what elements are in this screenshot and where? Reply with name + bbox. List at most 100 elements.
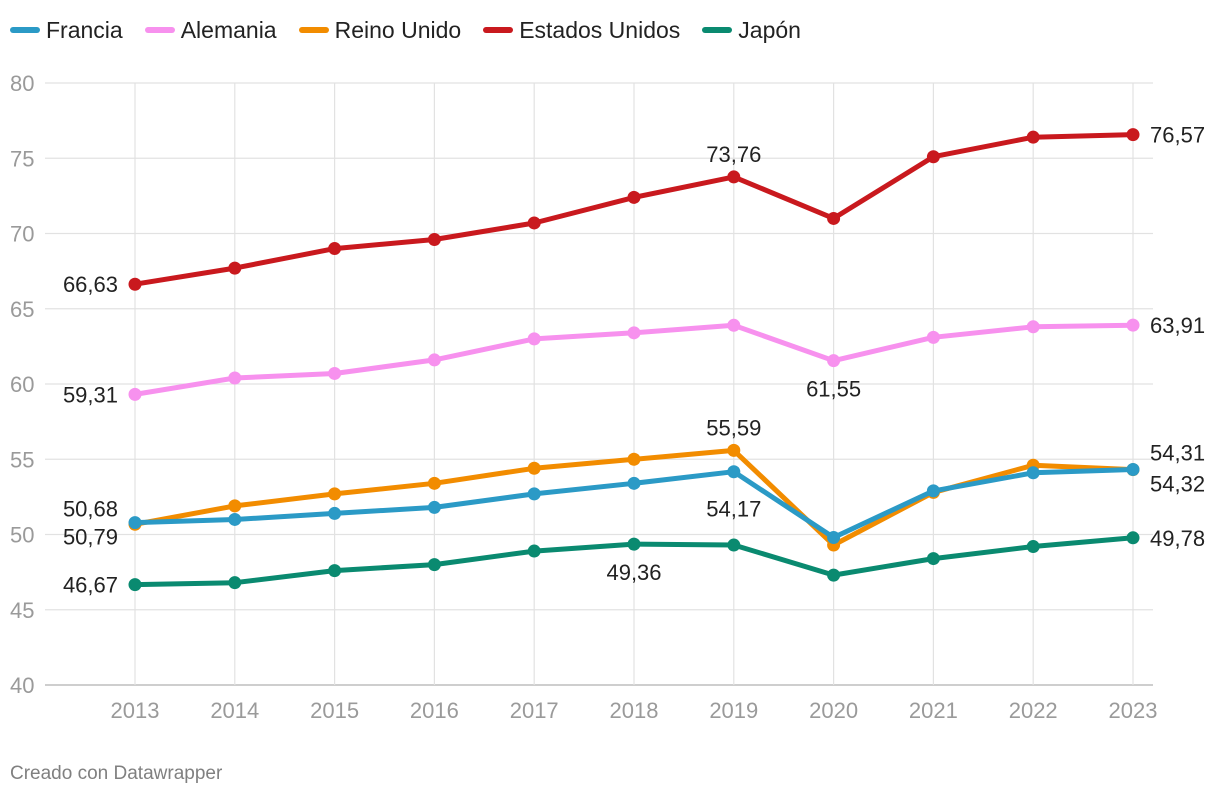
data-point xyxy=(328,366,342,380)
x-tick-label: 2016 xyxy=(410,698,459,723)
y-axis: 40 45 50 55 60 65 70 75 80 xyxy=(10,71,34,698)
data-point xyxy=(627,326,641,340)
legend-label: Japón xyxy=(738,16,801,43)
data-label: 49,78 xyxy=(1150,526,1205,551)
x-axis: 2013 2014 2015 2016 2017 2018 2019 2020 2021 2022… xyxy=(111,698,1158,723)
data-point xyxy=(727,538,741,552)
data-point xyxy=(228,499,242,513)
x-tick-label: 2015 xyxy=(310,698,359,723)
data-point xyxy=(328,564,342,578)
data-label: 54,31 xyxy=(1150,441,1205,466)
y-tick-label: 45 xyxy=(10,598,34,623)
data-point xyxy=(128,578,142,592)
data-point xyxy=(427,558,441,572)
data-point xyxy=(427,476,441,490)
data-label: 49,36 xyxy=(606,560,661,585)
data-point xyxy=(1126,128,1140,142)
data-label: 66,63 xyxy=(63,272,118,297)
legend-swatch xyxy=(483,27,514,33)
data-point xyxy=(926,484,940,498)
data-point xyxy=(527,487,541,501)
x-tick-label: 2021 xyxy=(909,698,958,723)
x-tick-label: 2019 xyxy=(709,698,758,723)
data-point xyxy=(228,576,242,590)
data-label: 54,17 xyxy=(706,497,761,522)
data-point xyxy=(1026,540,1040,554)
data-point xyxy=(627,452,641,466)
data-point xyxy=(527,332,541,346)
data-point xyxy=(427,233,441,247)
data-point xyxy=(1126,318,1140,332)
data-point xyxy=(1026,320,1040,334)
legend-label: Francia xyxy=(46,16,123,43)
data-point xyxy=(627,537,641,551)
footer-credit: Creado con Datawrapper xyxy=(10,763,223,784)
data-point xyxy=(328,242,342,256)
data-point xyxy=(727,443,741,457)
legend-swatch xyxy=(702,27,733,33)
legend-item: Alemania xyxy=(144,16,277,44)
data-point xyxy=(926,330,940,344)
x-tick-label: 2023 xyxy=(1109,698,1158,723)
legend-item: Francia xyxy=(10,17,123,44)
data-point xyxy=(827,211,841,225)
data-point xyxy=(727,318,741,332)
y-tick-label: 65 xyxy=(10,297,34,322)
grid-lines xyxy=(45,82,1153,686)
data-point xyxy=(228,261,242,275)
data-point xyxy=(627,476,641,490)
chart-legend: Francia Alemania Reino Unido Estados Unidos… xyxy=(10,14,823,46)
y-tick-label: 40 xyxy=(10,673,34,698)
data-point xyxy=(926,150,940,164)
x-tick-label: 2017 xyxy=(510,698,559,723)
x-tick-label: 2013 xyxy=(111,698,160,723)
x-tick-label: 2018 xyxy=(610,698,659,723)
y-tick-label: 80 xyxy=(10,71,34,96)
data-point xyxy=(1026,130,1040,144)
legend-label: Alemania xyxy=(180,16,277,43)
y-tick-label: 50 xyxy=(10,523,34,548)
y-tick-label: 55 xyxy=(10,447,34,472)
data-point xyxy=(1026,466,1040,480)
data-label: 59,31 xyxy=(63,382,118,407)
data-point xyxy=(427,500,441,514)
data-point xyxy=(727,465,741,479)
y-tick-label: 60 xyxy=(10,372,34,397)
y-tick-label: 70 xyxy=(10,222,34,247)
data-point xyxy=(427,353,441,367)
data-point xyxy=(228,512,242,526)
legend-label: Estados Unidos xyxy=(519,16,681,43)
data-point xyxy=(128,387,142,401)
data-point xyxy=(527,544,541,558)
data-point xyxy=(1126,462,1140,476)
x-tick-label: 2022 xyxy=(1009,698,1058,723)
data-label: 55,59 xyxy=(706,415,761,440)
x-tick-label: 2020 xyxy=(809,698,858,723)
data-point xyxy=(1126,531,1140,545)
data-point xyxy=(827,568,841,582)
data-label: 63,91 xyxy=(1150,313,1205,338)
legend-swatch xyxy=(144,27,175,33)
data-point xyxy=(827,531,841,545)
data-point xyxy=(926,552,940,566)
data-point xyxy=(128,516,142,530)
data-label: 76,57 xyxy=(1150,123,1205,148)
data-point xyxy=(727,170,741,184)
legend-swatch xyxy=(298,27,329,33)
data-labels: 66,63 73,76 76,57 59,31 61,55 63,91 50,68 55,59… xyxy=(63,123,1205,598)
data-point xyxy=(827,354,841,368)
data-point xyxy=(128,277,142,291)
data-label: 50,79 xyxy=(63,525,118,550)
legend-swatch xyxy=(10,27,40,33)
data-point xyxy=(328,487,342,501)
data-label: 46,67 xyxy=(63,573,118,598)
data-label: 61,55 xyxy=(806,377,861,402)
data-point xyxy=(228,371,242,385)
data-label: 54,32 xyxy=(1150,471,1205,496)
data-label: 50,68 xyxy=(63,496,118,521)
data-point xyxy=(627,190,641,204)
y-tick-label: 75 xyxy=(10,146,34,171)
data-point xyxy=(527,216,541,230)
x-tick-label: 2014 xyxy=(210,698,259,723)
